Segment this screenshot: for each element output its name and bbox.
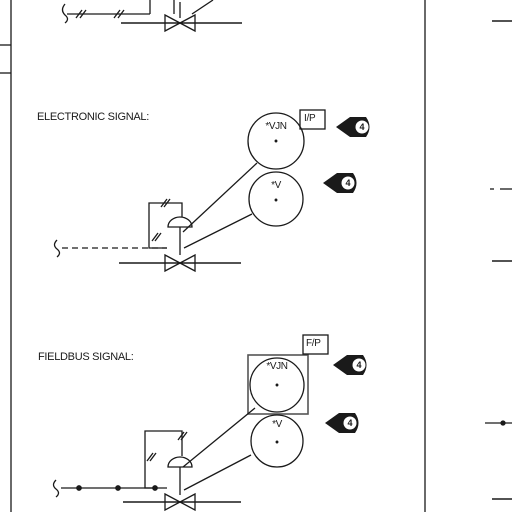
fieldbus-connector-lower <box>183 454 252 491</box>
right-edge-dot <box>500 420 506 426</box>
fieldbus-upper-tag: *VJN <box>266 361 288 372</box>
electronic-lower-center-dot <box>274 198 278 202</box>
top-signal-hash <box>117 9 125 19</box>
note-flag-hole <box>341 176 355 190</box>
electronic-upper-center-dot <box>274 139 278 143</box>
electronic-loop-hash <box>160 198 168 208</box>
note-number-3: 4 <box>356 360 362 370</box>
fieldbus-function-box <box>302 334 329 355</box>
fieldbus-loop-hash <box>149 452 157 462</box>
electronic-signal-heading: ELECTRONIC SIGNAL: <box>37 111 149 123</box>
note-flag-hole <box>355 120 369 134</box>
electronic-valve <box>164 253 196 273</box>
electronic-loop-hash <box>163 198 171 208</box>
electronic-upper-tag: *VJN <box>265 121 287 132</box>
note-number-1: 4 <box>359 122 365 132</box>
note-flag-hole <box>352 358 366 372</box>
fieldbus-function-box-label: F/P <box>306 338 321 349</box>
electronic-feedback-loop <box>148 202 183 249</box>
fieldbus-node <box>115 485 121 491</box>
top-signal-hash <box>113 9 121 19</box>
electronic-lower-tag: *V <box>271 180 281 191</box>
fieldbus-lower-tag: *V <box>272 419 282 430</box>
electronic-connector-lower <box>183 213 253 249</box>
top-connector <box>191 0 214 15</box>
fieldbus-loop-hash <box>177 431 185 441</box>
fieldbus-upper-instrument <box>249 357 305 413</box>
fieldbus-signal-wave <box>52 479 60 498</box>
note-number-2: 4 <box>345 178 351 188</box>
fieldbus-signal-heading: FIELDBUS SIGNAL: <box>38 351 134 363</box>
fieldbus-loop-hash <box>146 452 154 462</box>
fieldbus-loop-hash <box>180 431 188 441</box>
top-signal-wave <box>61 3 69 24</box>
electronic-function-box-label: I/P <box>304 113 316 124</box>
fieldbus-lower-center-dot <box>275 440 279 444</box>
electronic-lower-instrument <box>248 171 304 227</box>
electronic-upper-instrument <box>247 112 305 170</box>
electronic-connector-upper <box>182 162 258 233</box>
top-signal-hash <box>75 9 83 19</box>
note-flag-hole <box>343 416 357 430</box>
electronic-loop-hash <box>151 232 159 242</box>
top-signal-hash <box>79 9 87 19</box>
electronic-signal-wave <box>53 239 61 258</box>
electronic-function-box <box>299 109 326 130</box>
fieldbus-node <box>76 485 82 491</box>
fieldbus-shared-display-box <box>247 354 309 415</box>
electronic-loop-hash <box>154 232 162 242</box>
note-number-4: 4 <box>347 418 353 428</box>
fieldbus-valve <box>164 492 196 512</box>
fieldbus-lower-instrument <box>250 414 304 468</box>
fieldbus-actuator <box>167 456 193 468</box>
fieldbus-connector-upper <box>182 407 256 468</box>
fieldbus-upper-center-dot <box>275 383 279 387</box>
top-valve <box>164 13 196 33</box>
electronic-actuator <box>167 216 193 228</box>
